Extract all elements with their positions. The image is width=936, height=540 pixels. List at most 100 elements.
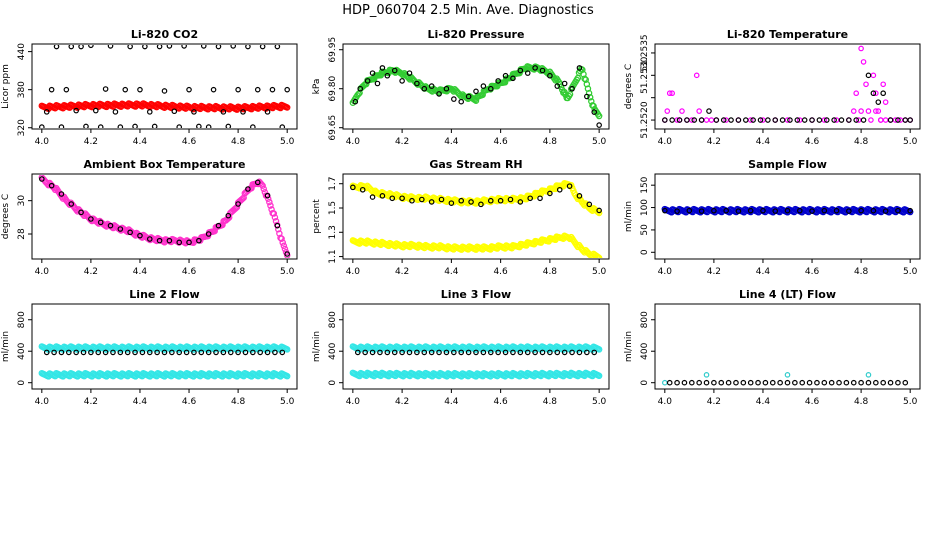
y-axis-label-ambient: degrees C	[1, 194, 11, 239]
data-point	[507, 196, 514, 203]
plot-frame-li820temp	[654, 43, 921, 130]
chart-rh: Gas Stream RH percent 1.1 1.3 1.5 1.7 4.0 4.2 4.…	[312, 158, 610, 277]
data-point	[703, 379, 710, 386]
x-tick-label: 4.8	[231, 137, 246, 147]
data-point	[480, 83, 487, 89]
data-point	[858, 207, 864, 214]
y-axis-label-pressure: kPa	[312, 79, 322, 95]
x-tick-label: 4.2	[84, 137, 98, 147]
y-axis-label-line3: ml/min	[312, 331, 322, 362]
data-point	[865, 372, 872, 378]
data-point	[796, 207, 803, 214]
data-point	[254, 179, 261, 186]
data-point	[264, 349, 271, 356]
data-point	[502, 349, 509, 356]
data-point	[828, 379, 835, 386]
x-tick-label: 5.0	[903, 267, 918, 277]
data-point	[556, 186, 563, 193]
data-point	[747, 207, 754, 214]
figure-title: HDP_060704 2.5 Min. Ave. Diagnostics	[342, 3, 594, 18]
data-point	[230, 45, 237, 49]
data-point	[902, 117, 909, 123]
data-point	[725, 379, 732, 386]
data-point	[48, 182, 55, 189]
x-tick-label: 5.0	[280, 267, 295, 277]
plot-frame-line3	[342, 303, 610, 390]
data-point	[860, 117, 867, 123]
data-point	[576, 65, 583, 71]
x-tick-label: 4.8	[231, 397, 246, 407]
x-tick-label: 4.0	[346, 267, 361, 277]
x-tick-label: 4.0	[658, 137, 673, 147]
data-point	[58, 191, 65, 197]
data-point	[720, 117, 727, 123]
data-point	[78, 209, 84, 216]
x-tick-label: 4.8	[854, 137, 869, 147]
plot-area-line2	[38, 343, 291, 380]
data-point	[684, 117, 690, 123]
data-point	[814, 379, 820, 386]
data-point	[586, 94, 594, 101]
plot-frame-co2	[31, 43, 298, 130]
series-pressure-averages	[352, 65, 602, 128]
y-axis-label-line4: ml/min	[624, 331, 634, 362]
x-tick-label: 5.0	[903, 137, 918, 147]
chart-title-li820temp: Li-820 Temperature	[727, 28, 848, 41]
x-tick-label: 5.0	[280, 137, 295, 147]
data-point	[703, 372, 710, 378]
data-point	[83, 123, 89, 128]
series-li820temp-averages	[662, 72, 913, 123]
data-point	[880, 379, 886, 386]
data-point	[458, 98, 465, 105]
data-point	[235, 349, 241, 356]
data-point	[875, 108, 882, 114]
data-point	[691, 117, 698, 123]
series-ambient-points	[38, 175, 291, 258]
data-point	[569, 85, 575, 92]
data-point	[586, 201, 593, 208]
data-point	[711, 379, 717, 386]
series-line3-lower	[349, 369, 603, 380]
data-point	[686, 207, 693, 214]
data-point	[584, 349, 590, 356]
y-tick-label: 69.95	[328, 37, 338, 63]
data-point	[73, 349, 79, 356]
data-point	[272, 349, 278, 356]
data-point	[794, 117, 801, 123]
data-point	[595, 112, 603, 120]
y-tick-label: 100	[640, 199, 650, 216]
data-point	[792, 379, 798, 386]
data-point	[240, 109, 246, 115]
y-tick-label: 440	[17, 43, 27, 60]
data-point	[662, 207, 668, 214]
y-tick-label: 400	[640, 342, 650, 359]
data-point	[421, 85, 428, 92]
data-point	[88, 349, 94, 356]
data-point	[561, 349, 568, 356]
data-point	[478, 201, 484, 208]
y-tick-label: 0	[17, 380, 27, 386]
data-point	[264, 192, 271, 199]
data-point	[352, 98, 359, 105]
data-point	[191, 109, 197, 115]
chart-li820temp: Li-820 Temperature degrees C 51.2520 51.253…	[624, 28, 921, 147]
data-point	[58, 124, 65, 128]
data-point	[124, 349, 131, 356]
data-point	[853, 90, 860, 97]
data-point	[66, 349, 72, 356]
data-point	[863, 81, 869, 88]
data-point	[357, 85, 364, 92]
data-point	[735, 117, 742, 123]
chart-title-line4: Line 4 (LT) Flow	[739, 288, 836, 301]
data-point	[284, 86, 290, 93]
data-point	[502, 72, 509, 79]
data-point	[887, 379, 894, 386]
plot-frame-line4	[654, 303, 921, 390]
x-tick-label: 4.4	[756, 397, 771, 407]
data-point	[706, 108, 712, 114]
data-point	[887, 117, 894, 123]
y-axis-label-co2: Licor ppm	[1, 64, 11, 109]
data-point	[777, 379, 783, 386]
data-point	[48, 86, 55, 93]
data-point	[95, 349, 102, 356]
